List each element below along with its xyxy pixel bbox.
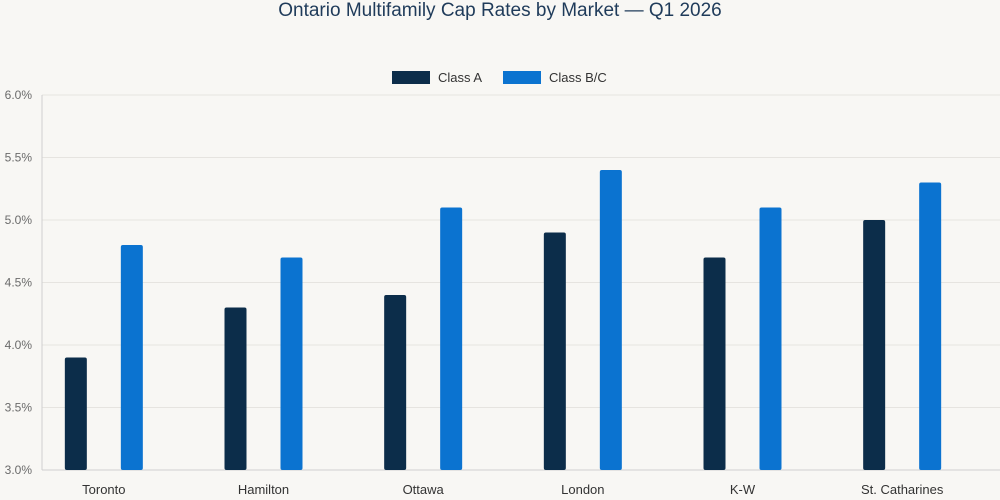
x-tick-label: Toronto	[82, 482, 125, 497]
legend-swatch	[392, 71, 430, 84]
legend-swatch	[503, 71, 541, 84]
bar-class-a-toronto[interactable]	[64, 357, 87, 471]
y-tick-label: 3.0%	[5, 463, 33, 477]
x-axis: Toronto Hamilton Ottawa London K-W St. Cathar…	[82, 482, 944, 497]
y-tick-label: 4.5%	[5, 276, 33, 290]
grid-lines	[42, 94, 1000, 471]
bar-class-a-ottawa[interactable]	[384, 295, 407, 470]
y-tick-label: 6.0%	[5, 88, 33, 102]
bars	[64, 170, 942, 471]
legend-item-class-a[interactable]: Class A	[392, 70, 482, 85]
y-tick-label: 5.0%	[5, 213, 33, 227]
bar-class-a-london[interactable]	[543, 232, 566, 471]
legend-label: Class B/C	[549, 70, 607, 85]
x-tick-label: K-W	[730, 482, 756, 497]
bar-class-b-c-ottawa[interactable]	[440, 207, 463, 471]
x-tick-label: Ottawa	[403, 482, 445, 497]
chart-title: Ontario Multifamily Cap Rates by Market …	[278, 0, 722, 21]
x-tick-label: St. Catharines	[861, 482, 944, 497]
bar-class-a-k-w[interactable]	[703, 257, 726, 471]
bar-class-b-c-toronto[interactable]	[120, 245, 143, 470]
y-tick-label: 3.5%	[5, 401, 33, 415]
y-axis: 3.0% 3.5% 4.0% 4.5% 5.0% 5.5% 6.0%	[5, 88, 43, 477]
y-tick-label: 5.5%	[5, 151, 33, 165]
x-tick-label: Hamilton	[238, 482, 289, 497]
y-tick-label: 4.0%	[5, 338, 33, 352]
bar-class-a-st-catharines[interactable]	[863, 220, 886, 470]
bar-class-a-hamilton[interactable]	[224, 307, 247, 471]
bar-class-b-c-hamilton[interactable]	[280, 257, 303, 471]
bar-class-b-c-k-w[interactable]	[759, 207, 782, 471]
bar-class-b-c-london[interactable]	[599, 170, 622, 470]
legend-item-class-b-c[interactable]: Class B/C	[503, 70, 607, 85]
legend-label: Class A	[438, 70, 482, 85]
bar-class-b-c-st-catharines[interactable]	[919, 182, 942, 471]
x-tick-label: London	[561, 482, 604, 497]
legend[interactable]: Class A Class B/C	[392, 70, 607, 85]
